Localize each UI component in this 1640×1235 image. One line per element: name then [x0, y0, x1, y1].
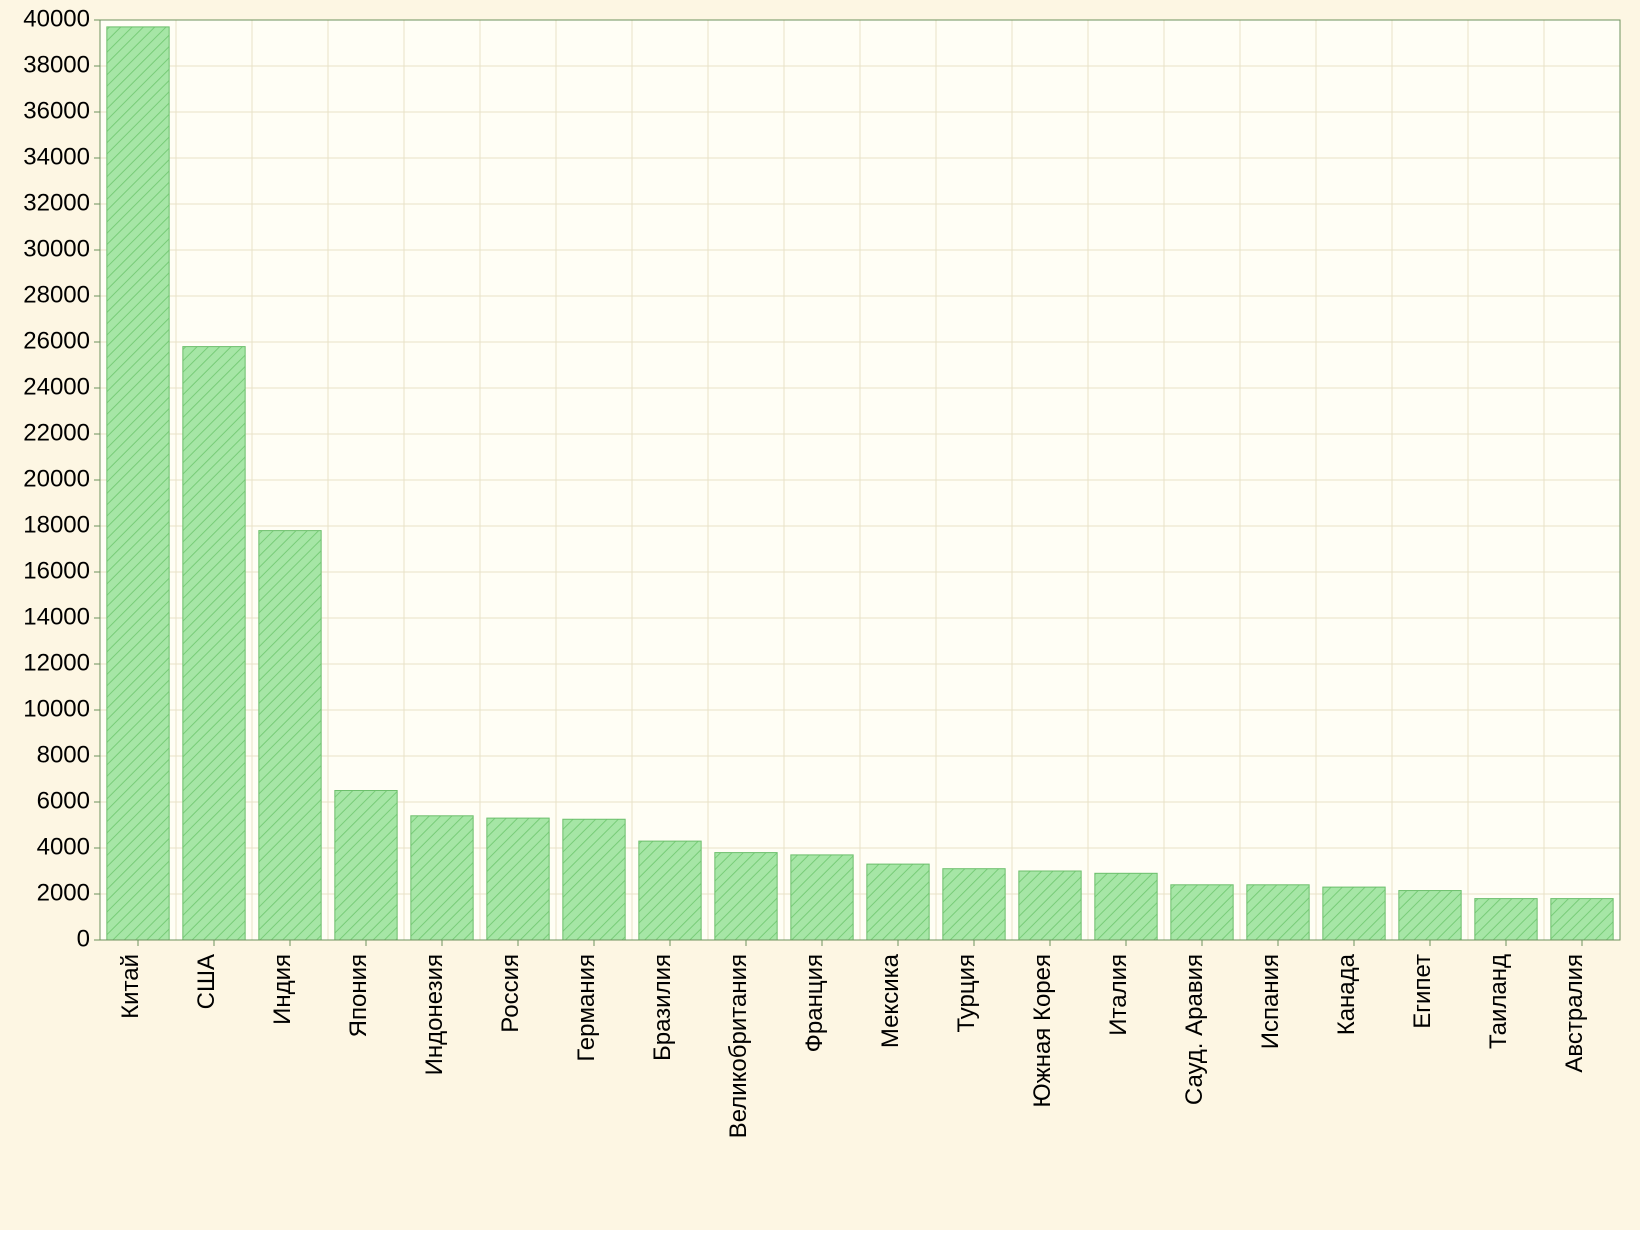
- x-tick-label: Египет: [1409, 954, 1436, 1029]
- bar: [487, 818, 549, 940]
- x-tick-label: Австралия: [1561, 954, 1588, 1073]
- x-tick-label: Канада: [1333, 953, 1360, 1035]
- x-tick-label: Великобритания: [725, 954, 752, 1138]
- bar: [1019, 871, 1081, 940]
- bar: [563, 819, 625, 940]
- bar: [183, 347, 245, 940]
- x-tick-label: Бразилия: [649, 954, 676, 1061]
- bar-chart: 0 2000 4000 6000 8000 10000 12000 14000 16000 180…: [0, 0, 1640, 1230]
- y-tick-label: 6000: [37, 787, 90, 814]
- y-tick-label: 4000: [37, 833, 90, 860]
- y-tick-label: 2000: [37, 879, 90, 906]
- bar: [791, 855, 853, 940]
- x-tick-label: Сауд. Аравия: [1181, 954, 1208, 1105]
- x-tick-label: Италия: [1105, 954, 1132, 1036]
- bar: [715, 853, 777, 940]
- y-tick-label: 0: [77, 925, 90, 952]
- y-tick-label: 34000: [23, 143, 90, 170]
- bar: [943, 869, 1005, 940]
- x-tick-label: Таиланд: [1485, 954, 1512, 1049]
- x-tick-label: Испания: [1257, 954, 1284, 1049]
- y-tick-label: 20000: [23, 465, 90, 492]
- y-tick-label: 12000: [23, 649, 90, 676]
- x-tick-label: Япония: [345, 954, 372, 1037]
- bar: [1399, 891, 1461, 940]
- y-tick-label: 30000: [23, 235, 90, 262]
- x-tick-label: Индонезия: [421, 954, 448, 1075]
- bar: [1171, 885, 1233, 940]
- y-tick-label: 16000: [23, 557, 90, 584]
- y-tick-label: 38000: [23, 51, 90, 78]
- y-tick-label: 36000: [23, 97, 90, 124]
- y-tick-label: 18000: [23, 511, 90, 538]
- bar: [335, 791, 397, 941]
- x-tick-label: Южная Корея: [1029, 954, 1056, 1108]
- bar: [1475, 899, 1537, 940]
- y-tick-label: 26000: [23, 327, 90, 354]
- bar: [107, 27, 169, 940]
- y-tick-label: 24000: [23, 373, 90, 400]
- y-tick-label: 14000: [23, 603, 90, 630]
- y-tick-label: 40000: [23, 5, 90, 32]
- bar: [1323, 887, 1385, 940]
- bar: [1551, 899, 1613, 940]
- x-tick-label: Мексика: [877, 953, 904, 1048]
- bar: [411, 816, 473, 940]
- x-tick-label: Германия: [573, 954, 600, 1062]
- bar: [1247, 885, 1309, 940]
- x-tick-label: Индия: [269, 954, 296, 1025]
- y-tick-label: 28000: [23, 281, 90, 308]
- bar: [1095, 873, 1157, 940]
- bar: [639, 841, 701, 940]
- x-tick-label: Китай: [117, 954, 144, 1019]
- x-tick-label: Турция: [953, 954, 980, 1033]
- bar: [259, 531, 321, 940]
- x-tick-label: Россия: [497, 954, 524, 1033]
- y-tick-label: 8000: [37, 741, 90, 768]
- y-tick-label: 32000: [23, 189, 90, 216]
- x-tick-label: Франция: [801, 954, 828, 1052]
- y-tick-label: 10000: [23, 695, 90, 722]
- x-tick-label: США: [193, 954, 220, 1009]
- bar: [867, 864, 929, 940]
- y-tick-label: 22000: [23, 419, 90, 446]
